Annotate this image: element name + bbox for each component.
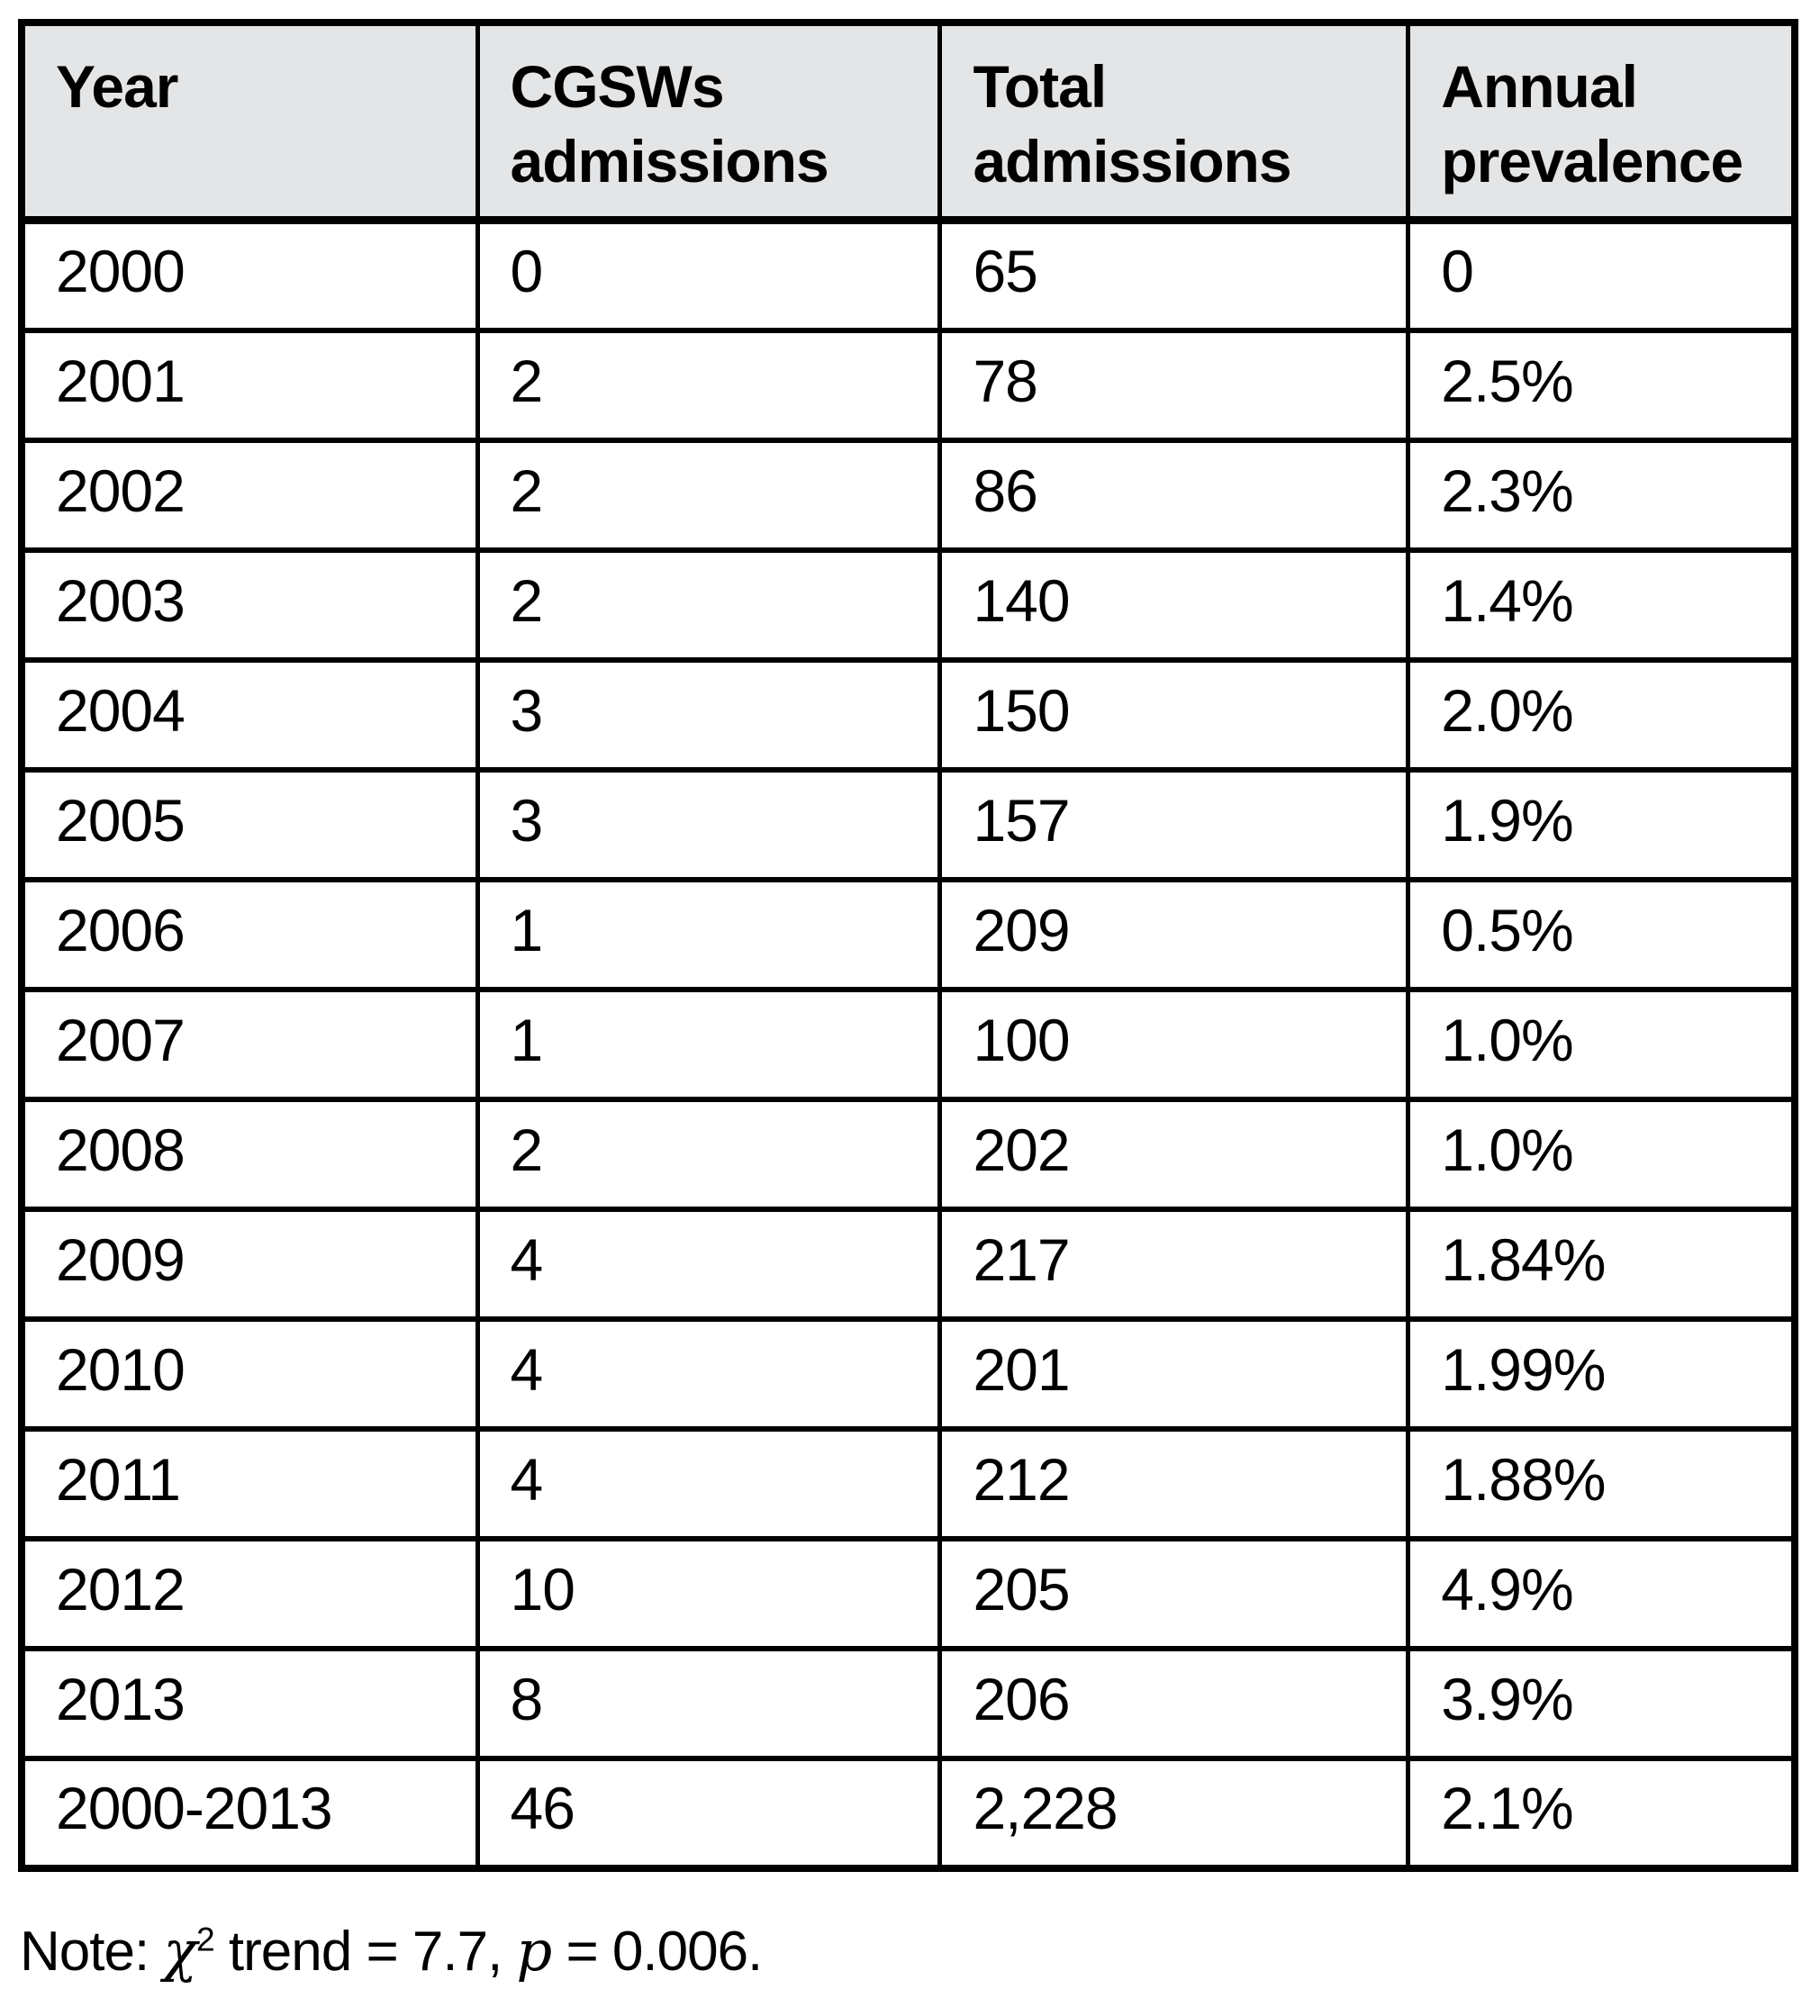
cell-total: 157: [937, 766, 1411, 882]
cell-total: 205: [937, 1535, 1411, 1651]
table-row: 2008 2 202 1.0%: [19, 1096, 1797, 1212]
cell-year: 2011: [19, 1425, 480, 1541]
table-row: 2009 4 217 1.84%: [19, 1206, 1797, 1322]
cell-prevalence: 0.5%: [1406, 876, 1797, 992]
table-row: 2012 10 205 4.9%: [19, 1535, 1797, 1651]
cell-cgsws: 4: [475, 1425, 943, 1541]
cell-total: 150: [937, 656, 1411, 773]
cell-year: 2002: [19, 437, 480, 553]
table-row: 2004 3 150 2.0%: [19, 656, 1797, 773]
cell-total: 65: [937, 217, 1411, 333]
table-header: Year CGSWs admissions Total admissions Annu…: [19, 20, 1797, 224]
chi-symbol: χ: [163, 1918, 197, 1984]
table-row: 2007 1 100 1.0%: [19, 986, 1797, 1102]
cell-year: 2005: [19, 766, 480, 882]
cell-cgsws: 2: [475, 547, 943, 663]
cell-prevalence: 1.9%: [1406, 766, 1797, 882]
table-row: 2001 2 78 2.5%: [19, 327, 1797, 443]
cell-cgsws: 3: [475, 656, 943, 773]
table-row: 2011 4 212 1.88%: [19, 1425, 1797, 1541]
column-header-year: Year: [19, 20, 480, 224]
cell-year: 2009: [19, 1206, 480, 1322]
cell-total: 209: [937, 876, 1411, 992]
cell-prevalence: 2.1%: [1406, 1755, 1797, 1871]
cell-year: 2012: [19, 1535, 480, 1651]
cell-total: 206: [937, 1645, 1411, 1761]
cell-prevalence: 2.3%: [1406, 437, 1797, 553]
cell-total: 202: [937, 1096, 1411, 1212]
column-header-prevalence: Annual prevalence: [1406, 20, 1797, 224]
cell-total: 217: [937, 1206, 1411, 1322]
cell-total: 201: [937, 1315, 1411, 1432]
cell-prevalence: 3.9%: [1406, 1645, 1797, 1761]
note-prefix: Note:: [20, 1921, 164, 1983]
note-mid: trend = 7.7,: [213, 1921, 517, 1983]
cell-cgsws: 2: [475, 437, 943, 553]
cell-year: 2003: [19, 547, 480, 663]
table-row: 2000-2013 46 2,228 2.1%: [19, 1755, 1797, 1871]
cell-cgsws: 8: [475, 1645, 943, 1761]
cell-cgsws: 3: [475, 766, 943, 882]
cell-cgsws: 0: [475, 217, 943, 333]
table-row: 2003 2 140 1.4%: [19, 547, 1797, 663]
cell-cgsws: 10: [475, 1535, 943, 1651]
cell-prevalence: 0: [1406, 217, 1797, 333]
column-header-total: Total admissions: [937, 20, 1411, 224]
cell-total: 100: [937, 986, 1411, 1102]
cell-prevalence: 2.5%: [1406, 327, 1797, 443]
column-header-cgsws: CGSWs admissions: [475, 20, 943, 224]
chi-exponent: 2: [196, 1920, 215, 1958]
cell-total: 86: [937, 437, 1411, 553]
table-body: 2000 0 65 0 2001 2 78 2.5% 2002 2 86 2.3% 2003 2 140 1.…: [19, 217, 1797, 1871]
table-header-row: Year CGSWs admissions Total admissions Annu…: [19, 20, 1797, 224]
table-row: 2000 0 65 0: [19, 217, 1797, 333]
cell-year: 2000-2013: [19, 1755, 480, 1871]
cell-total: 78: [937, 327, 1411, 443]
cell-total: 2,228: [937, 1755, 1411, 1871]
cell-cgsws: 2: [475, 1096, 943, 1212]
cell-year: 2013: [19, 1645, 480, 1761]
cell-year: 2006: [19, 876, 480, 992]
cell-year: 2010: [19, 1315, 480, 1432]
table-note: Note: χ2 trend = 7.7, p = 0.006.: [20, 1918, 763, 1984]
cell-cgsws: 1: [475, 876, 943, 992]
table-row: 2005 3 157 1.9%: [19, 766, 1797, 882]
cell-cgsws: 2: [475, 327, 943, 443]
cell-year: 2001: [19, 327, 480, 443]
cell-prevalence: 1.0%: [1406, 986, 1797, 1102]
p-symbol: p: [516, 1918, 553, 1984]
note-suffix: = 0.006.: [551, 1921, 763, 1983]
cell-cgsws: 46: [475, 1755, 943, 1871]
cell-prevalence: 1.4%: [1406, 547, 1797, 663]
cell-cgsws: 4: [475, 1206, 943, 1322]
cell-year: 2000: [19, 217, 480, 333]
cell-year: 2004: [19, 656, 480, 773]
cell-cgsws: 1: [475, 986, 943, 1102]
admissions-table-container: Year CGSWs admissions Total admissions Annu…: [18, 19, 1798, 1872]
cell-year: 2007: [19, 986, 480, 1102]
table-row: 2013 8 206 3.9%: [19, 1645, 1797, 1761]
table-row: 2006 1 209 0.5%: [19, 876, 1797, 992]
cell-prevalence: 1.99%: [1406, 1315, 1797, 1432]
cell-year: 2008: [19, 1096, 480, 1212]
admissions-table: Year CGSWs admissions Total admissions Annu…: [18, 19, 1798, 1872]
table-row: 2002 2 86 2.3%: [19, 437, 1797, 553]
cell-prevalence: 1.84%: [1406, 1206, 1797, 1322]
cell-prevalence: 1.88%: [1406, 1425, 1797, 1541]
cell-prevalence: 2.0%: [1406, 656, 1797, 773]
cell-prevalence: 4.9%: [1406, 1535, 1797, 1651]
cell-total: 212: [937, 1425, 1411, 1541]
cell-prevalence: 1.0%: [1406, 1096, 1797, 1212]
cell-total: 140: [937, 547, 1411, 663]
table-row: 2010 4 201 1.99%: [19, 1315, 1797, 1432]
cell-cgsws: 4: [475, 1315, 943, 1432]
